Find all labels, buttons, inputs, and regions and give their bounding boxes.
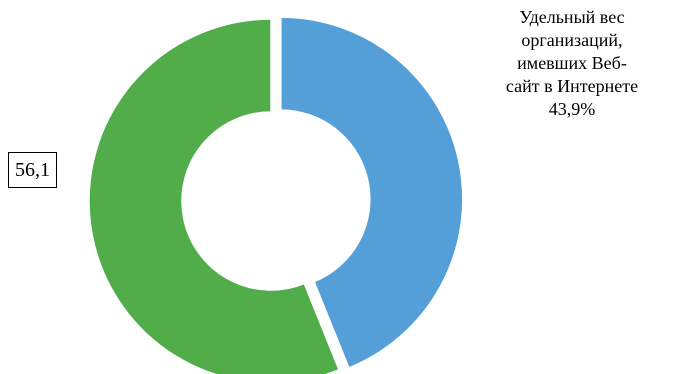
slice-label-web-site-line-1: Удельный вес — [519, 7, 625, 27]
donut-slice-0 — [280, 16, 464, 369]
slice-label-web-site: Удельный вес организаций, имевших Веб- с… — [468, 6, 676, 121]
slice-label-web-site-line-4: сайт в Интернете — [505, 76, 639, 96]
slice-label-other: 56,1 — [8, 152, 57, 188]
slice-label-web-site-value: 43,9% — [548, 99, 596, 119]
slice-label-web-site-line-3: имевших Веб- — [517, 53, 627, 73]
slice-label-web-site-line-2: организаций, — [521, 30, 623, 50]
donut-slice-1 — [88, 18, 341, 374]
